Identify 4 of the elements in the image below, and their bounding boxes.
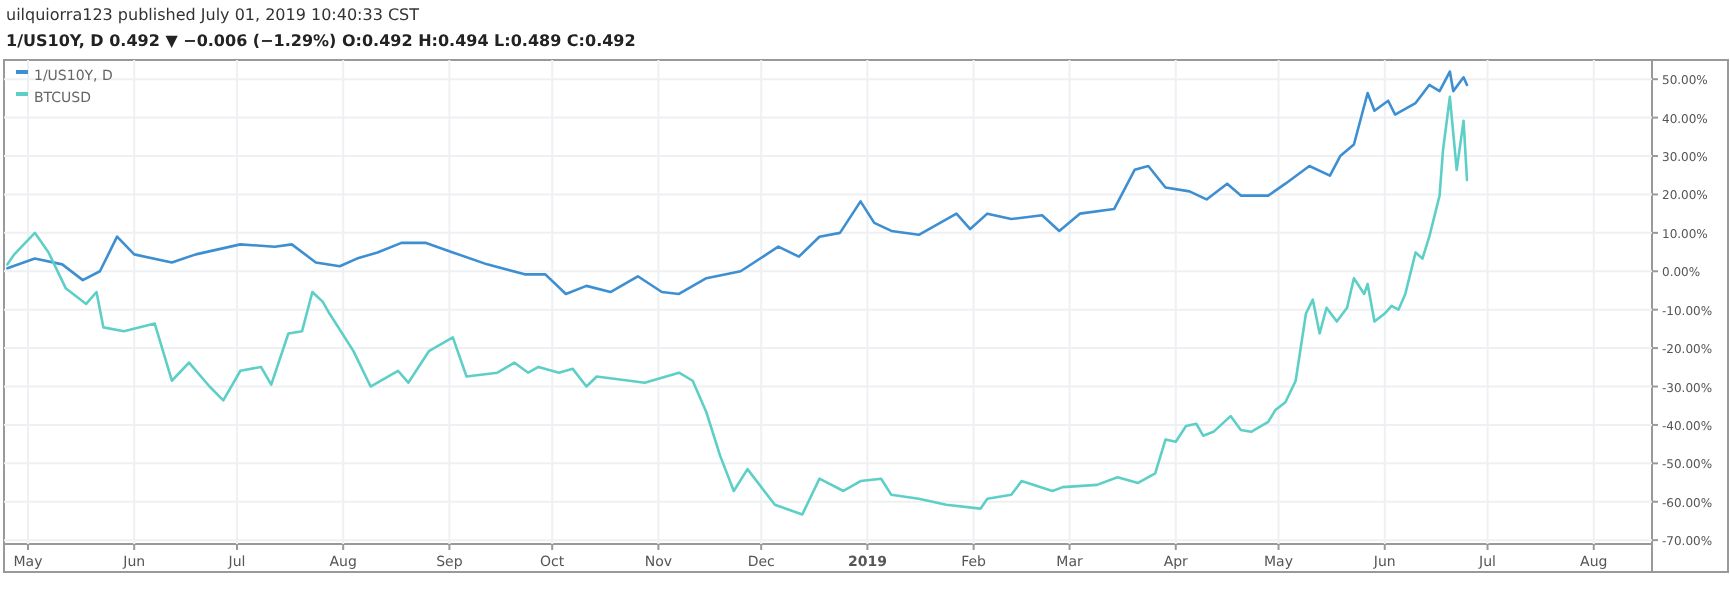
chart-title: uilquiorra123 published July 01, 2019 10:40:33 CST — [6, 6, 420, 24]
line-series — [6, 95, 1469, 516]
line-series — [6, 70, 1469, 296]
chart-subtitle: 1/US10Y, D 0.492 ▼ −0.006 (−1.29%) O:0.492 H:0.494 L:0.489 C:0.492 — [6, 32, 636, 50]
